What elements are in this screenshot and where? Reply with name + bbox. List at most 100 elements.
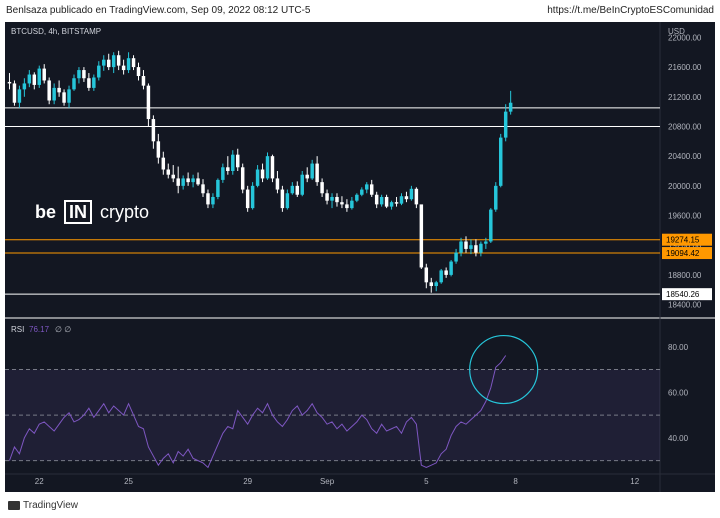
candle-body (116, 55, 121, 66)
candle-body (52, 87, 56, 101)
candle-body (211, 196, 215, 205)
candle-body (305, 174, 309, 179)
candle-body (498, 137, 503, 186)
level-tag (662, 233, 712, 246)
rsi-tick-label: 40.00 (668, 434, 689, 443)
rsi-extra: ∅ ∅ (55, 325, 71, 334)
time-tick-label: Sep (320, 477, 335, 486)
candle-body (330, 196, 334, 201)
candle-body (325, 193, 329, 201)
candle-body (201, 184, 205, 194)
candle-body (77, 70, 81, 79)
highlight-circle (469, 334, 539, 405)
rsi-title: RSI (11, 325, 24, 334)
candle-body (22, 83, 27, 90)
candle-body (196, 178, 200, 185)
time-tick-label: 29 (243, 477, 252, 486)
candle-body (37, 68, 41, 85)
candle-body (72, 78, 76, 90)
candle-body (131, 58, 136, 68)
chart-title: BTCUSD, 4h, BITSTAMP (11, 27, 101, 36)
chart-area[interactable]: 22000.00 21600.00 21200.00 20800.00 20400.00… (5, 22, 715, 492)
level-tag (662, 288, 712, 301)
candle-body (97, 65, 101, 78)
time-tick-label: 22 (35, 477, 44, 486)
candle-body (449, 261, 453, 275)
candle-body (404, 196, 409, 200)
candle-body (57, 87, 61, 93)
price-tick-label: 20800.00 (668, 122, 702, 131)
candle-body (240, 167, 245, 190)
price-tick-label: 19200.00 (668, 241, 702, 250)
candle-body (503, 111, 508, 138)
candle-body (111, 55, 116, 68)
candle-body (102, 59, 106, 66)
price-tick-label: 22000.00 (668, 33, 702, 42)
candle-body (389, 202, 394, 207)
candle-body (365, 184, 369, 190)
candle-body (489, 209, 493, 242)
candle-body (245, 189, 250, 209)
time-tick-label: 8 (513, 477, 518, 486)
price-tick-label: 18400.00 (668, 301, 702, 310)
candle-body (335, 196, 339, 203)
rsi-line (9, 355, 507, 469)
candle-body (265, 156, 270, 179)
candle-body (47, 80, 51, 101)
candle-body (206, 193, 210, 205)
candle-body (355, 194, 359, 201)
candle-body (474, 245, 478, 253)
candle-body (106, 59, 111, 68)
logo-text-crypto: crypto (100, 202, 150, 222)
candle-body (221, 167, 225, 180)
currency-label: USD (668, 27, 685, 36)
beincrypto-logo: be IN crypto (35, 200, 150, 224)
candle-body (479, 243, 483, 253)
candle-body (126, 58, 131, 71)
candle-body (290, 185, 295, 194)
candle-body (260, 169, 265, 179)
candle-body (216, 179, 220, 197)
candle-body (409, 188, 414, 200)
candle-body (459, 241, 463, 253)
candle-body (171, 174, 175, 179)
candle-body (394, 202, 399, 204)
candle-body (87, 78, 91, 88)
candle-body (146, 85, 151, 120)
candle-body (399, 196, 404, 204)
candle-body (62, 92, 66, 103)
candle-body (469, 245, 473, 249)
candle-body (17, 89, 22, 103)
candle-body (161, 157, 166, 170)
candle-body (434, 282, 438, 287)
candle-body (270, 156, 275, 179)
price-tick-label: 20000.00 (668, 182, 702, 191)
candle-body (191, 178, 195, 183)
publish-info: Benlsaza publicado en TradingView.com, S… (6, 5, 311, 16)
price-tick-label: 21200.00 (668, 93, 702, 102)
tradingview-label: TradingView (23, 500, 79, 511)
candle-body (186, 178, 190, 183)
candle-body (121, 65, 126, 71)
price-tick-label: 18800.00 (668, 271, 702, 280)
candle-body (494, 185, 498, 210)
candle-body (42, 68, 46, 81)
tradingview-icon (8, 500, 20, 510)
time-tick-label: 25 (124, 477, 133, 486)
logo-text-be: be (35, 202, 57, 222)
candle-body (236, 154, 240, 168)
candle-body (419, 204, 424, 268)
level-label: 18540.26 (666, 290, 700, 299)
rsi-band (5, 369, 660, 461)
candle-body (360, 189, 364, 195)
level-label: 19274.15 (666, 236, 700, 245)
candle-body (156, 141, 161, 158)
candle-body (340, 202, 344, 205)
candle-body (226, 167, 230, 171)
candle-body (444, 270, 448, 275)
candle-body (67, 89, 71, 103)
telegram-link[interactable]: https://t.me/BeInCryptoESComunidad (547, 5, 714, 16)
rsi-tick-label: 60.00 (668, 388, 689, 397)
rsi-tick-label: 80.00 (668, 343, 689, 352)
candle-body (27, 74, 32, 84)
